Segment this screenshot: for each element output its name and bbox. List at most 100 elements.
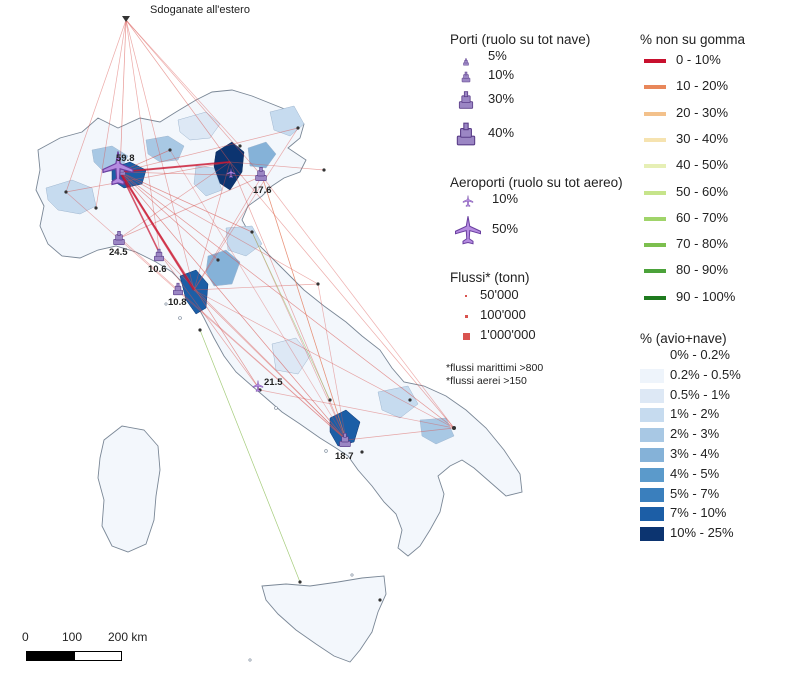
non-road-legend-label: 60 - 70%: [676, 209, 729, 225]
flow-line: [119, 161, 231, 239]
flow-legend-label: 1'000'000: [480, 327, 536, 342]
share-legend-swatch: [640, 368, 664, 383]
flow-line: [125, 19, 195, 291]
map-value: 10.8: [168, 297, 187, 308]
port-legend-label: 30%: [488, 91, 515, 106]
province-shade: [271, 337, 311, 375]
scale-bar-white: [74, 651, 122, 661]
flow-line: [193, 289, 455, 429]
non-road-legend-label: 40 - 50%: [676, 157, 729, 173]
non-road-legend-label: 50 - 60%: [676, 183, 729, 199]
flows-note: *flussi aerei >150: [446, 375, 527, 387]
share-legend-title: % (avio+nave): [640, 331, 727, 346]
share-legend-label: 4% - 5%: [670, 465, 720, 481]
port-legend-label: 40%: [488, 125, 515, 140]
airport-legend-label: 50%: [492, 221, 519, 236]
share-legend-label: 0% - 0.2%: [670, 347, 730, 362]
flow-line: [119, 171, 253, 233]
flows-legend-title: Flussi* (tonn): [450, 270, 530, 285]
share-legend-label: 1% - 2%: [670, 406, 720, 422]
non-road-legend-swatch: [644, 190, 666, 195]
share-legend-label: 5% - 7%: [670, 485, 720, 501]
flow-line-major: [119, 171, 161, 255]
flow-line: [169, 149, 347, 441]
airport-legend-icon: [453, 215, 483, 245]
flow-legend-marker: [465, 295, 467, 297]
flow-line: [65, 19, 127, 193]
flow-line: [119, 171, 455, 429]
flow-line: [119, 171, 263, 177]
non-road-legend-swatch: [644, 164, 666, 169]
flow-line: [251, 231, 331, 401]
port-legend-icon: [453, 121, 479, 147]
flow-line: [65, 191, 347, 441]
flow-line: [261, 175, 455, 429]
flow-legend-label: 100'000: [480, 307, 526, 322]
share-legend-swatch: [640, 349, 664, 363]
flow-line: [95, 19, 127, 209]
port-legend-icon: [462, 53, 470, 61]
flow-nodes: [64, 16, 456, 602]
flow-line: [119, 171, 219, 261]
flow-line: [251, 231, 347, 441]
non-road-legend-title: % non su gomma: [640, 32, 746, 47]
flow-line: [125, 19, 161, 255]
share-legend-swatch: [640, 388, 664, 403]
flow-line: [317, 283, 347, 441]
flow-line: [125, 19, 263, 177]
italy-land: [35, 89, 523, 663]
non-road-legend-swatch: [644, 295, 666, 300]
non-road-legend-swatch: [644, 137, 666, 142]
non-road-legend-swatch: [644, 85, 666, 90]
port-legend-label: 10%: [488, 67, 515, 82]
province-shade: [377, 385, 419, 419]
flow-legend-marker: [464, 314, 468, 318]
scale-tick: 200 km: [108, 630, 148, 644]
share-legend-label: 0.5% - 1%: [670, 386, 730, 402]
non-road-legend-label: 0 - 10%: [676, 52, 721, 67]
flow-line: [125, 19, 231, 163]
share-legend-label: 2% - 3%: [670, 426, 720, 442]
ports-legend-title: Porti (ruolo su tot nave): [450, 32, 591, 47]
flow-lines: [65, 19, 455, 583]
non-road-legend-label: 70 - 80%: [676, 236, 729, 252]
flow-line-major: [119, 161, 231, 173]
flow-legend-label: 50'000: [480, 287, 519, 302]
map-value: 21.5: [264, 377, 283, 388]
share-legend-swatch: [640, 408, 664, 423]
share-legend-swatch: [640, 507, 664, 522]
map-value: 24.5: [109, 247, 128, 258]
map-value: 59.8: [116, 153, 135, 164]
share-legend-swatch: [640, 448, 664, 462]
share-legend-swatch: [640, 487, 664, 502]
flow-line: [193, 283, 319, 291]
flow-line: [119, 237, 347, 441]
flow-line: [119, 175, 263, 239]
non-road-legend-label: 10 - 20%: [676, 78, 729, 94]
flow-line: [159, 253, 261, 391]
flow-line: [125, 19, 241, 147]
share-legend-swatch: [640, 527, 664, 542]
non-road-legend-label: 90 - 100%: [676, 288, 736, 304]
province-shade: [193, 165, 223, 197]
airports-legend-title: Aeroporti (ruolo su tot aereo): [450, 175, 623, 190]
non-road-legend-swatch: [644, 269, 666, 274]
non-road-legend-swatch: [644, 243, 666, 248]
province-shade: [205, 249, 241, 287]
share-legend-swatch: [640, 467, 664, 482]
major-flows: [119, 161, 231, 291]
flow-line: [193, 175, 263, 291]
flow-line: [193, 161, 231, 291]
scale-tick: 0: [22, 630, 29, 644]
flow-line: [119, 171, 347, 441]
map-value: 10.6: [148, 264, 167, 275]
sicily: [261, 575, 387, 663]
port-legend-icon: [460, 70, 472, 82]
flow-line: [65, 161, 231, 193]
flow-line: [261, 175, 347, 441]
port-legend-label: 5%: [488, 48, 507, 63]
port-legend-icon: [456, 90, 476, 110]
flow-line: [199, 329, 301, 583]
flow-line: [119, 19, 127, 173]
flows-note: *flussi marittimi >800: [446, 362, 544, 374]
